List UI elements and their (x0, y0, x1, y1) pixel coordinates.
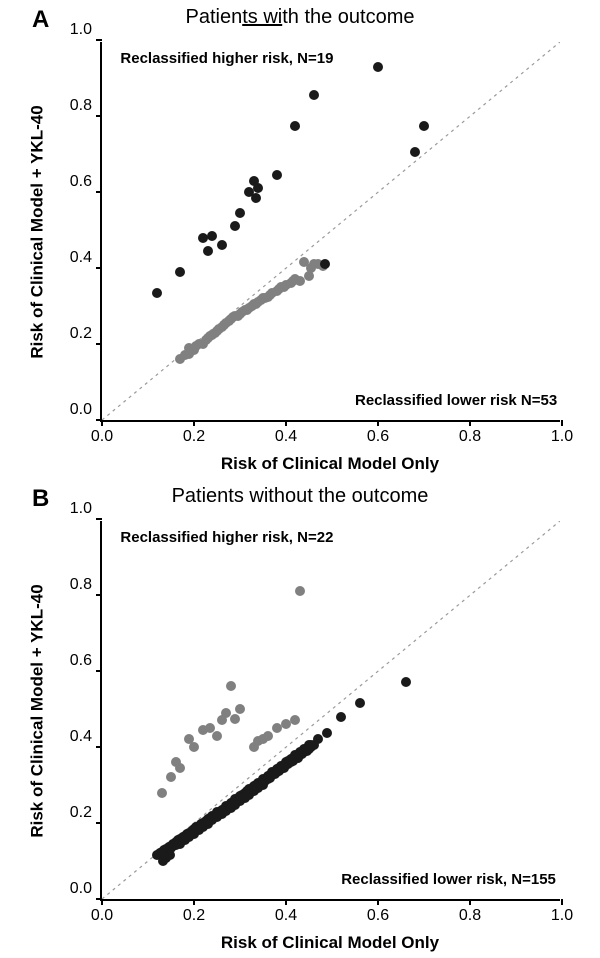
y-tick (96, 115, 102, 117)
y-tick-label: 0.0 (70, 401, 92, 419)
y-tick (96, 822, 102, 824)
x-tick-label: 0.6 (367, 428, 389, 446)
y-tick (96, 746, 102, 748)
title-pre: Patien (185, 6, 242, 28)
annotation-higher-risk: Reclassified higher risk, N=19 (120, 50, 333, 67)
y-tick-label: 0.8 (70, 576, 92, 594)
data-point (410, 147, 420, 157)
data-point (207, 231, 217, 241)
data-point (263, 731, 273, 741)
data-point (175, 763, 185, 773)
y-tick-label: 0.6 (70, 173, 92, 191)
y-tick-label: 0.2 (70, 325, 92, 343)
data-point (235, 704, 245, 714)
y-tick (96, 191, 102, 193)
data-point (320, 259, 330, 269)
x-tick (377, 899, 379, 905)
x-tick-label: 0.4 (275, 428, 297, 446)
x-tick-label: 0.8 (459, 428, 481, 446)
x-tick-label: 0.8 (459, 907, 481, 925)
x-tick-label: 0.4 (275, 907, 297, 925)
data-point (355, 698, 365, 708)
x-tick-label: 1.0 (551, 907, 573, 925)
y-tick (96, 419, 102, 421)
title-post: th the outcome (282, 6, 414, 28)
panel-a: A Patients with the outcome Risk of Clin… (0, 0, 600, 479)
data-point (235, 208, 245, 218)
data-point (166, 772, 176, 782)
x-tick (285, 420, 287, 426)
data-point (322, 728, 332, 738)
data-point (175, 267, 185, 277)
data-point (295, 586, 305, 596)
data-point (258, 780, 268, 790)
y-tick (96, 267, 102, 269)
x-tick-label: 0.6 (367, 907, 389, 925)
data-point (152, 288, 162, 298)
y-tick-label: 0.2 (70, 804, 92, 822)
data-point (309, 740, 319, 750)
data-point (165, 850, 175, 860)
data-point (251, 193, 261, 203)
panel-b: B Patients without the outcome Risk of C… (0, 479, 600, 958)
x-tick (285, 899, 287, 905)
annotation-lower-risk: Reclassified lower risk N=53 (355, 392, 557, 409)
x-tick (193, 899, 195, 905)
y-tick-label: 0.8 (70, 97, 92, 115)
plot-area-a: 0.00.00.20.20.40.40.60.60.80.81.01.0Recl… (100, 42, 560, 422)
x-axis-label-b: Risk of Clinical Model Only (100, 933, 560, 953)
x-tick-label: 0.2 (183, 428, 205, 446)
data-point (290, 715, 300, 725)
data-point (309, 90, 319, 100)
annotation-lower-risk: Reclassified lower risk, N=155 (341, 871, 556, 888)
data-point (203, 246, 213, 256)
x-tick-label: 0.0 (91, 428, 113, 446)
x-tick (469, 420, 471, 426)
data-point (226, 681, 236, 691)
title-underline: ts wi (242, 6, 282, 28)
data-point (419, 121, 429, 131)
y-tick (96, 898, 102, 900)
y-tick (96, 39, 102, 41)
data-point (336, 712, 346, 722)
x-axis-label-a: Risk of Clinical Model Only (100, 454, 560, 474)
y-tick (96, 518, 102, 520)
data-point (401, 677, 411, 687)
y-tick-label: 0.4 (70, 249, 92, 267)
x-tick (193, 420, 195, 426)
y-tick-label: 1.0 (70, 21, 92, 39)
x-tick (469, 899, 471, 905)
data-point (230, 714, 240, 724)
x-tick (561, 899, 563, 905)
y-tick (96, 343, 102, 345)
x-tick (561, 420, 563, 426)
data-point (189, 742, 199, 752)
data-point (253, 183, 263, 193)
x-tick-label: 0.2 (183, 907, 205, 925)
data-point (212, 731, 222, 741)
plot-area-b: 0.00.00.20.20.40.40.60.60.80.81.01.0Recl… (100, 521, 560, 901)
data-point (272, 170, 282, 180)
data-point (290, 121, 300, 131)
y-tick-label: 1.0 (70, 500, 92, 518)
annotation-higher-risk: Reclassified higher risk, N=22 (120, 529, 333, 546)
y-tick-label: 0.4 (70, 728, 92, 746)
x-tick-label: 1.0 (551, 428, 573, 446)
y-axis-label-b: Risk of Clinical Model + YKL-40 (28, 521, 48, 901)
y-tick (96, 670, 102, 672)
data-point (230, 221, 240, 231)
y-tick (96, 594, 102, 596)
y-tick-label: 0.6 (70, 652, 92, 670)
y-tick-label: 0.0 (70, 880, 92, 898)
diagonal-line-a (102, 42, 560, 420)
title-pre-b: Patients without the outcome (172, 485, 429, 507)
figure: A Patients with the outcome Risk of Clin… (0, 0, 600, 958)
data-point (373, 62, 383, 72)
y-axis-label-a: Risk of Clinical Model + YKL-40 (28, 42, 48, 422)
x-tick (377, 420, 379, 426)
x-tick-label: 0.0 (91, 907, 113, 925)
data-point (295, 276, 305, 286)
data-point (217, 240, 227, 250)
data-point (157, 788, 167, 798)
